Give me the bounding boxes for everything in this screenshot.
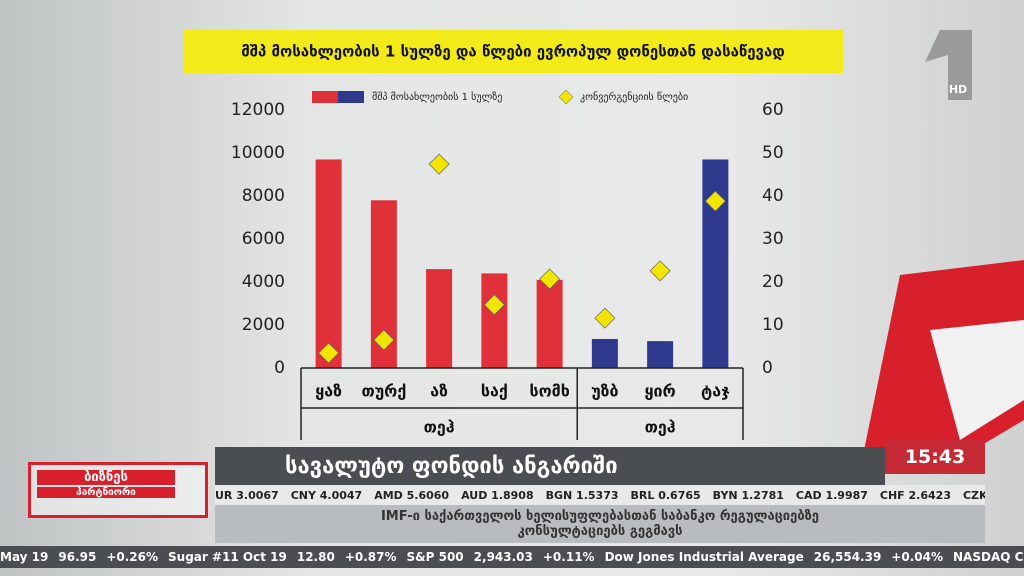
ticker-item: +0.26% <box>106 550 159 564</box>
market-ticker: May 19 96.95 +0.26% Sugar #11 Oct 19 12.80 +0… <box>0 546 1024 568</box>
x-tick-label: ყაზ <box>315 382 342 401</box>
headline: სავალუტო ფონდის ანგარიში <box>215 447 885 485</box>
subtitle: IMF-ი საქართველოს ხელისუფლებასთან საბანკ… <box>215 505 985 543</box>
bar <box>591 338 618 368</box>
ticker-item: 2,943.03 <box>473 550 533 564</box>
bar <box>315 159 342 368</box>
x-tick-label: სომხ <box>529 382 569 401</box>
logo-line: ბიზნეს <box>37 470 175 485</box>
group-label: თეჰ <box>645 418 676 437</box>
ticker-item: 26,554.39 <box>813 550 882 564</box>
ticker-item: BRL 0.6765 <box>630 488 701 502</box>
decor <box>930 320 1024 440</box>
ticker-item: AUD 1.8908 <box>461 488 534 502</box>
ticker-item: +0.04% <box>891 550 944 564</box>
ticker-item: S&P 500 <box>406 550 464 564</box>
marker <box>704 190 726 212</box>
group-label: თეჰ <box>424 418 455 437</box>
ticker-item: Dow Jones Industrial Average <box>604 550 804 564</box>
y-tick-label: 12000 <box>231 100 285 120</box>
legend-label: კონვერგენციის წლები <box>580 91 688 103</box>
ticker-item: NASDAQ Composite <box>953 550 1024 564</box>
legend-label: მშპ მოსახლეობის 1 სულზე <box>372 91 502 103</box>
logo-line: პარტნიორი <box>37 487 175 498</box>
chart-title: მშპ მოსახლეობის 1 სულზე და წლები ევროპულ… <box>241 43 785 61</box>
ticker-item: BYN 1.2781 <box>712 488 784 502</box>
legend-swatch <box>312 91 338 103</box>
marker <box>483 294 505 316</box>
y-tick-label: 4000 <box>242 272 285 292</box>
ticker-item: 96.95 <box>58 550 97 564</box>
ticker-item: BGN 1.5373 <box>545 488 619 502</box>
ticker-item: May 19 <box>0 550 49 564</box>
x-tick-label: საქ <box>481 382 508 401</box>
y2-tick-label: 10 <box>762 315 784 335</box>
y-tick-label: 6000 <box>242 229 285 249</box>
y-tick-label: 8000 <box>242 186 285 206</box>
ticker-item: 12.80 <box>296 550 335 564</box>
marker <box>318 342 340 364</box>
clock: 15:43 <box>885 440 985 474</box>
currency-ticker: UR 3.0067 CNY 4.0047 AMD 5.6060 AUD 1.8908 B… <box>215 485 985 505</box>
marker <box>373 329 395 351</box>
legend-swatch <box>338 91 364 103</box>
ticker-item: +0.11% <box>542 550 595 564</box>
ticker-item: CHF 2.6423 <box>879 488 951 502</box>
x-tick-label: თურქ <box>361 382 406 401</box>
bar <box>481 273 508 368</box>
y-tick-label: 2000 <box>242 315 285 335</box>
marker <box>428 153 450 175</box>
y2-tick-label: 40 <box>762 186 784 206</box>
channel-logo <box>925 30 972 100</box>
y2-tick-label: 0 <box>762 358 773 378</box>
x-tick-label: ყირ <box>645 382 676 401</box>
x-tick-label: უზბ <box>591 382 618 401</box>
bar <box>426 269 453 368</box>
ticker-item: +0.87% <box>344 550 397 564</box>
bar <box>536 279 563 368</box>
ticker-item: CZK <box>962 488 985 502</box>
ticker-item: CNY 4.0047 <box>290 488 363 502</box>
logo: ბიზნეს პარტნიორი <box>28 462 208 518</box>
y2-tick-label: 20 <box>762 272 784 292</box>
marker <box>594 307 616 329</box>
ticker-item: UR 3.0067 <box>215 488 279 502</box>
x-tick-label: აზ <box>430 382 448 401</box>
bar <box>647 341 674 368</box>
hd-label: HD <box>949 83 967 96</box>
legend-marker <box>558 89 574 105</box>
y2-tick-label: 50 <box>762 143 784 163</box>
y-tick-label: 0 <box>274 358 285 378</box>
ticker-item: CAD 1.9987 <box>795 488 868 502</box>
title-box <box>183 30 843 73</box>
marker <box>539 268 561 290</box>
x-tick-label: ტაჯ <box>701 382 730 401</box>
ticker-item: AMD 5.6060 <box>374 488 450 502</box>
y2-tick-label: 60 <box>762 100 784 120</box>
ticker-item: Sugar #11 Oct 19 <box>168 550 287 564</box>
marker <box>649 260 671 282</box>
y2-tick-label: 30 <box>762 229 784 249</box>
y-tick-label: 10000 <box>231 143 285 163</box>
